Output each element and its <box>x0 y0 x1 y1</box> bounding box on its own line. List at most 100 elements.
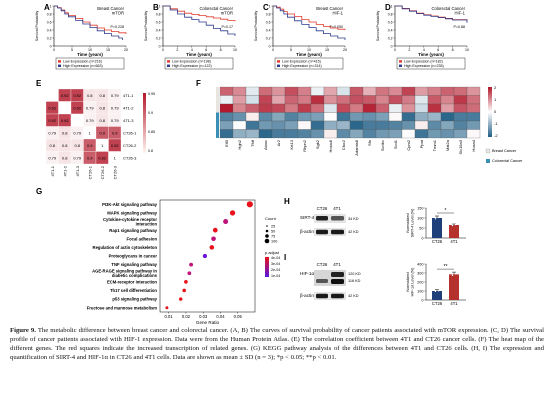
km-ytick-label: 0.2 <box>47 36 52 40</box>
dotplot-category-label: Regulation of actin cytoskeleton <box>93 245 158 250</box>
km-curve-high <box>395 5 468 23</box>
corr-col-label: 4T1-1 <box>50 165 55 176</box>
heatmap-cell <box>219 120 234 130</box>
heatmap-cell <box>258 103 273 113</box>
heatmap-cell <box>258 86 273 96</box>
heatmap-cell <box>310 129 325 139</box>
dotplot-point <box>187 271 192 276</box>
km-ylabel: Survival Probability <box>376 11 380 42</box>
heatmap-cell <box>310 95 325 105</box>
corr-scale-bar <box>143 93 146 153</box>
blot-band-name: SIRT-4 <box>300 215 315 220</box>
km-ytick-label: 0.4 <box>47 28 52 32</box>
caption-text: The metabolic difference between breast … <box>10 327 544 362</box>
dotplot-category-label: Proteoglycans in cancer <box>109 254 158 259</box>
heatmap-cell <box>258 112 273 122</box>
heatmap-gene-label: Sgk2 <box>315 139 320 149</box>
bar-ylabel-line2: SIRT-4 Level (%) <box>411 208 415 238</box>
km-xtick-label: 15 <box>106 48 110 52</box>
gene-heatmap-panel: F Eif3 Hgh2 Tfdf Atoxc Ar2 Krt13 Rhpn2 Sgk2 Hoxa4… <box>196 79 523 163</box>
km-title-line1: Colorectal Cancer <box>431 6 465 11</box>
heatmap-cell <box>362 95 377 105</box>
km-xtick-label: 0 <box>272 48 274 52</box>
bar-ylabel-line1: Normalized <box>406 272 410 291</box>
dotplot-category-label: diabetic complications <box>112 273 158 278</box>
heatmap-scale-label: 2 <box>494 85 497 90</box>
km-title-line2: HIF-1 <box>455 11 466 16</box>
km-legend-high: High Expression (n=314) <box>282 64 322 68</box>
heatmap-cell <box>271 103 286 113</box>
km-xtick-label: 6 <box>205 48 207 52</box>
corr-value: 0.8 <box>74 143 80 148</box>
km-curve-high <box>163 5 236 36</box>
dotplot-category-label: p53 signaling pathway <box>112 297 157 302</box>
km-ytick-label: 1 <box>50 4 52 8</box>
heatmap-cell <box>401 103 416 113</box>
heatmap-cell <box>323 120 338 130</box>
heatmap-gene-label: Cfxc2 <box>341 139 346 150</box>
km-title-line1: Breast Cancer <box>97 6 124 11</box>
dotplot-point <box>209 245 215 250</box>
heatmap-cell <box>245 120 260 130</box>
heatmap-cell <box>440 86 455 96</box>
blot-band-name: HIF-1α <box>300 271 314 276</box>
heatmap-cell <box>375 95 390 105</box>
bar-ytick-label: 100 <box>417 216 423 220</box>
km-ytick-label: 0.8 <box>388 12 393 16</box>
panel-letter: E <box>36 79 42 88</box>
dotplot-category-label: Th17 cell differentiation <box>110 288 157 293</box>
blot-lane-label: 4T1 <box>333 262 341 267</box>
km-xtick-label: 5 <box>290 48 292 52</box>
km-ytick-label: 0.8 <box>47 12 52 16</box>
blot-lane-label: CT26 <box>317 262 328 267</box>
heatmap-cell <box>349 129 364 139</box>
corr-row-label: 4T1-2 <box>123 105 134 110</box>
kegg-dotplot-panel: G 0.01 0.02 0.03 0.04 0.05 Gene Ratio PI3K-Akt … <box>36 187 280 325</box>
corr-value: 0.9 <box>87 155 93 160</box>
heatmap-cell <box>336 103 351 113</box>
sirt4-blot-panel: H CT26 4T1 SIRT-4 34 KD β-actin 42 KD 150 100 50 0… <box>284 197 466 244</box>
corr-cell <box>108 151 122 165</box>
heatmap-cell <box>440 129 455 139</box>
sig-marker: * <box>445 208 447 214</box>
blot-membrane <box>314 292 346 300</box>
heatmap-cell <box>284 103 299 113</box>
heatmap-cell <box>414 129 429 139</box>
panel-letter: H <box>284 197 290 206</box>
heatmap-cell <box>245 103 260 113</box>
heatmap-cell <box>245 129 260 139</box>
blot-band <box>331 229 344 235</box>
corr-value: 1 <box>114 155 117 160</box>
corr-row-label: CT26-2 <box>123 143 137 148</box>
bar-ytick-label: 50 <box>419 226 423 230</box>
bar <box>432 291 442 300</box>
heatmap-legend-breast: Breast Cancer <box>492 149 517 153</box>
km-xlabel: Time (years) <box>186 52 212 57</box>
heatmap-scale-label: -1 <box>494 121 498 126</box>
heatmap-cell <box>336 129 351 139</box>
blot-kd-label: 42 KD <box>348 294 359 298</box>
km-xtick-label: 0 <box>162 48 164 52</box>
bar-ytick-label: 0 <box>421 236 423 240</box>
km-ytick-label: 0 <box>269 44 271 48</box>
km-xlabel: Time (years) <box>77 52 103 57</box>
dotplot-xtick-label: 0.05 <box>234 314 243 319</box>
km-ytick-label: 1 <box>159 4 161 8</box>
heatmap-cell <box>219 129 234 139</box>
heatmap-cell <box>414 86 429 96</box>
heatmap-cell <box>427 95 442 105</box>
panel-letter: D <box>385 3 391 12</box>
blot-band <box>331 216 344 221</box>
km-xtick-label: 10 <box>88 48 92 52</box>
dotplot-padj-legend-title: p.adjust <box>265 250 280 255</box>
corr-value: 0.9 <box>99 130 105 135</box>
corr-value: 0.9 <box>112 130 118 135</box>
heatmap-cell <box>297 120 312 130</box>
heatmap-cell <box>310 112 325 122</box>
panel-letter: A <box>44 3 50 12</box>
km-title-line2: HIF-1 <box>333 11 344 16</box>
heatmap-cell <box>323 112 338 122</box>
heatmap-cell <box>375 103 390 113</box>
corr-col-label: CT26-3 <box>112 165 117 179</box>
dotplot-point <box>178 297 183 301</box>
